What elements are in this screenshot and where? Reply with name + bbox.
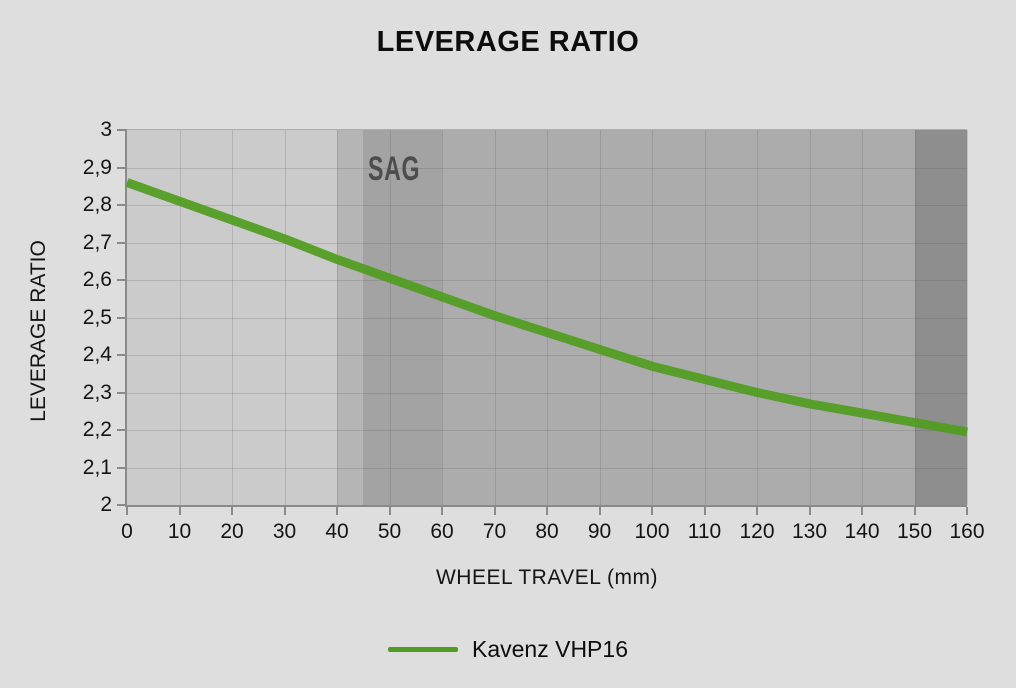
x-tick-label-30: 30 [272, 520, 297, 543]
x-tick-label-100: 100 [634, 520, 670, 543]
gridline-x-140 [862, 130, 863, 505]
plot-area: SAG [125, 129, 968, 507]
x-tick-label-80: 80 [535, 520, 559, 543]
gridline-x-160 [967, 130, 968, 505]
pre-sag-band [337, 130, 364, 505]
x-tick-20 [231, 507, 233, 515]
sag-zone-label: SAG [368, 150, 421, 188]
x-tick-label-10: 10 [167, 520, 192, 543]
x-tick-60 [441, 507, 443, 515]
gridline-x-80 [547, 130, 548, 505]
gridline-x-30 [284, 130, 286, 505]
y-tick-label-2.2: 2,2 [82, 418, 112, 441]
x-tick-label-90: 90 [587, 520, 612, 543]
gridline-y-2.5 [127, 317, 967, 319]
y-tick-2.7 [117, 241, 127, 244]
y-tick-2.8 [117, 204, 127, 206]
gridline-y-2.3 [127, 392, 967, 394]
x-tick-0 [126, 507, 128, 515]
y-tick-label-2.8: 2,8 [82, 193, 112, 216]
x-tick-label-60: 60 [430, 520, 454, 543]
x-axis-title: WHEEL TRAVEL (mm) [435, 566, 659, 589]
x-tick-90 [598, 507, 601, 515]
y-tick-2.3 [117, 391, 127, 394]
gridline-y-2.8 [127, 205, 967, 206]
y-tick-2.2 [117, 429, 127, 431]
x-tick-40 [336, 507, 338, 515]
gridline-y-2.9 [127, 167, 967, 169]
x-tick-140 [861, 507, 863, 515]
x-tick-label-160: 160 [949, 520, 985, 543]
gridline-x-40 [337, 130, 338, 505]
gridline-x-110 [704, 130, 706, 505]
mid-travel-band [442, 130, 915, 505]
x-tick-80 [546, 507, 548, 515]
x-tick-70 [493, 507, 496, 515]
gridline-x-150 [914, 130, 916, 505]
gridline-x-20 [232, 130, 233, 505]
leverage-curve [125, 178, 968, 437]
y-tick-label-2.1: 2,1 [82, 455, 112, 479]
y-tick-2.4 [117, 354, 127, 356]
x-tick-110 [703, 507, 706, 515]
y-tick-label-2.5: 2,5 [82, 305, 112, 329]
chart-title: LEVERAGE RATIO [376, 26, 640, 58]
legend-series-label: Kavenz VHP16 [472, 636, 628, 662]
x-tick-label-110: 110 [687, 520, 722, 543]
y-tick-3 [117, 129, 127, 131]
y-tick-2 [117, 504, 127, 506]
x-tick-label-70: 70 [482, 520, 507, 543]
gridline-y-2.1 [127, 467, 967, 469]
y-tick-label-2: 2 [100, 493, 112, 516]
y-tick-2.6 [117, 279, 127, 281]
x-tick-50 [388, 507, 391, 515]
x-tick-130 [808, 507, 811, 515]
y-tick-2.1 [117, 466, 127, 469]
gridline-x-120 [757, 130, 758, 505]
y-tick-2.5 [117, 316, 127, 319]
gridline-x-90 [599, 130, 601, 505]
legend-line-swatch [388, 647, 458, 652]
gridline-y-2.7 [127, 242, 967, 244]
gridline-y-2.4 [127, 355, 967, 356]
y-tick-label-2.4: 2,4 [82, 343, 112, 366]
y-tick-label-3: 3 [100, 118, 112, 141]
y-tick-label-2.6: 2,6 [82, 268, 112, 291]
x-tick-160 [966, 507, 968, 515]
gridline-x-60 [442, 130, 443, 505]
x-tick-label-40: 40 [325, 520, 349, 543]
x-tick-label-120: 120 [739, 520, 775, 543]
gridline-x-50 [389, 130, 391, 505]
x-tick-label-50: 50 [377, 520, 402, 543]
sag-band [363, 130, 442, 505]
x-tick-120 [756, 507, 758, 515]
x-tick-30 [283, 507, 286, 515]
gridline-y-2.2 [127, 430, 967, 431]
gridline-x-100 [652, 130, 653, 505]
legend: Kavenz VHP16 [0, 636, 1016, 663]
x-tick-label-0: 0 [121, 520, 133, 543]
x-tick-label-140: 140 [844, 520, 880, 543]
end-travel-band [914, 130, 967, 505]
x-tick-100 [651, 507, 653, 515]
y-tick-label-2.9: 2,9 [82, 155, 112, 179]
y-tick-label-2.3: 2,3 [82, 380, 112, 404]
y-tick-2.9 [117, 166, 127, 169]
x-tick-10 [178, 507, 181, 515]
x-tick-150 [913, 507, 916, 515]
gridline-x-130 [809, 130, 811, 505]
x-tick-label-20: 20 [220, 520, 244, 543]
gridline-y-2.6 [127, 280, 967, 281]
y-tick-label-2.7: 2,7 [82, 230, 112, 254]
x-tick-label-150: 150 [896, 520, 933, 543]
x-tick-label-130: 130 [791, 520, 828, 543]
gridline-x-10 [179, 130, 181, 505]
